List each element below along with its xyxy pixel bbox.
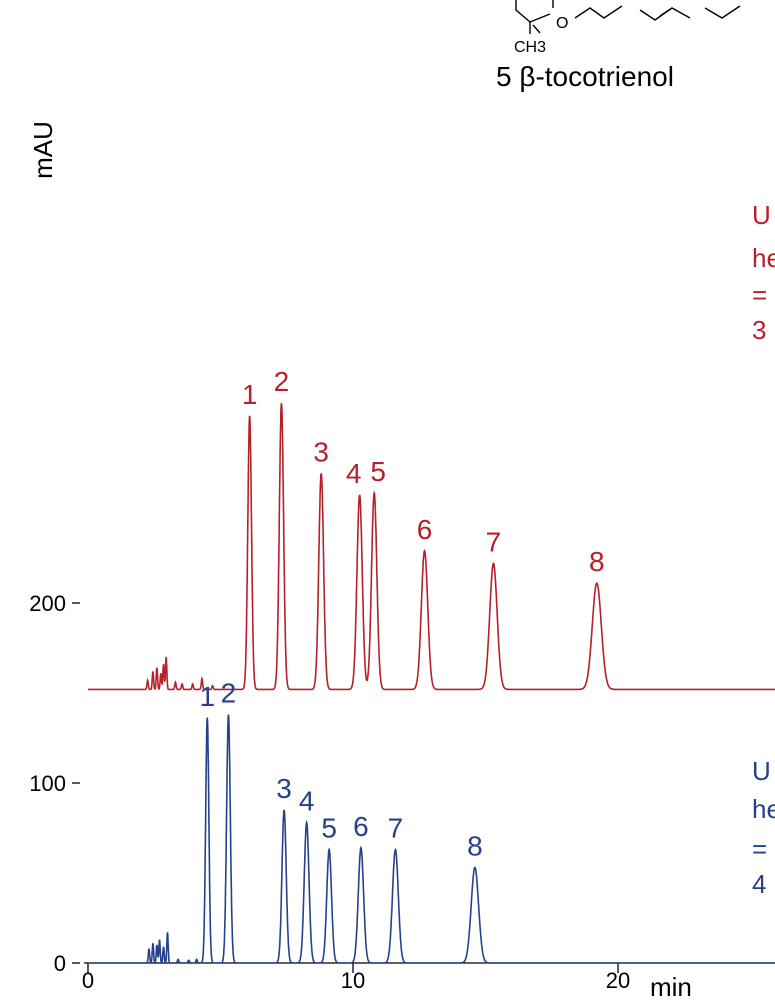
condition-text: U (752, 756, 771, 786)
condition-text: = (752, 280, 767, 310)
peak-label: 8 (589, 546, 605, 577)
peak-label: 7 (388, 813, 404, 844)
x-tick-label: 10 (341, 968, 365, 993)
peak-label: 4 (299, 786, 315, 817)
x-tick-label: 0 (82, 968, 94, 993)
peak-label: 5 (321, 813, 337, 844)
peak-label: 8 (467, 831, 483, 862)
peak-label: 5 (370, 456, 386, 487)
methyl-label: CH3 (514, 39, 546, 56)
peak-label: 2 (274, 366, 290, 397)
x-axis-unit: min (650, 972, 692, 996)
condition-text: he (752, 794, 775, 824)
condition-text: 4 (752, 869, 766, 899)
series-blue-trace (88, 714, 775, 964)
peak-label: 6 (417, 514, 433, 545)
peak-label: 3 (276, 773, 292, 804)
peak-label: 1 (199, 681, 215, 712)
ring-oxygen-label: O (556, 15, 568, 32)
y-tick-label: 100 (29, 771, 66, 796)
condition-text: = (752, 834, 767, 864)
y-tick-label: 200 (29, 591, 66, 616)
y-axis-label: mAU (28, 121, 58, 179)
y-tick-label: 0 (54, 951, 66, 976)
condition-text: he (752, 243, 775, 273)
series-red-trace (88, 403, 775, 691)
condition-text: U (752, 200, 771, 230)
peak-label: 6 (353, 811, 369, 842)
peak-label: 2 (221, 678, 237, 709)
molecule-structure: O CH3 5 β-tocotrienol (496, 0, 741, 92)
peak-label: 1 (242, 379, 258, 410)
x-tick-label: 20 (606, 968, 630, 993)
condition-text: 3 (752, 315, 766, 345)
structure-caption: 5 β-tocotrienol (496, 61, 674, 92)
peak-label: 4 (346, 458, 362, 489)
peak-label: 7 (486, 526, 502, 557)
peak-label: 3 (313, 436, 329, 467)
